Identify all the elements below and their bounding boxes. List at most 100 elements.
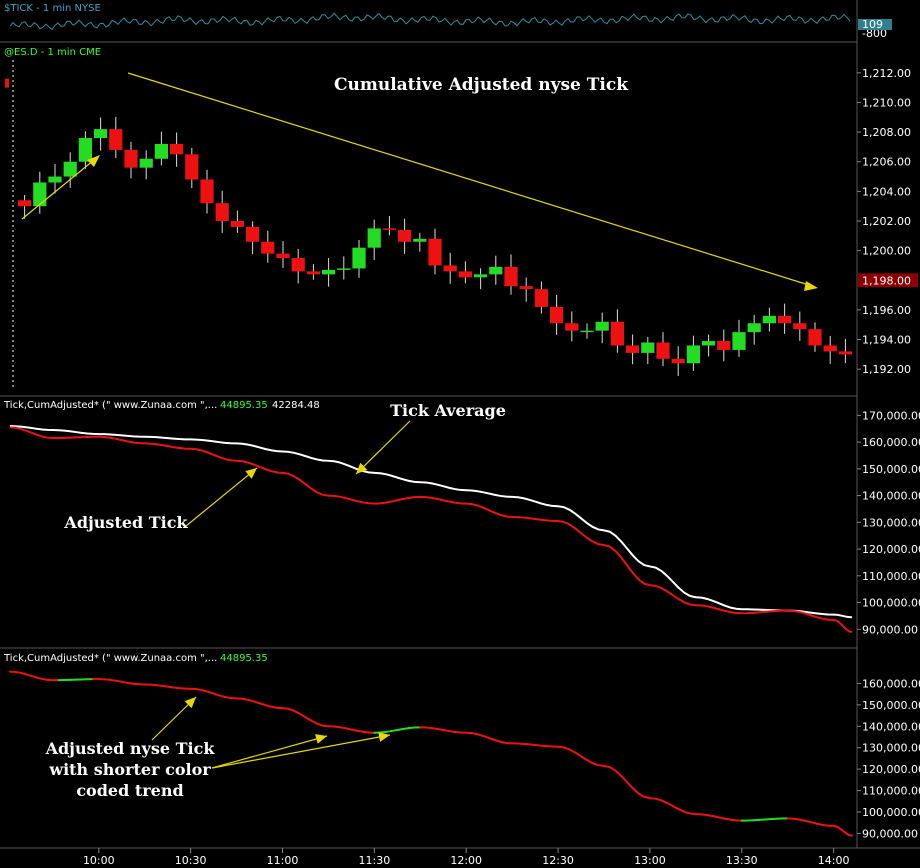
last-price-label: 1,198.00 [862, 274, 911, 287]
candle-body [580, 330, 594, 333]
adjusted-nyse-tick-segment [304, 716, 313, 722]
last-price-box [858, 273, 918, 288]
candle-body [595, 321, 609, 331]
candle-body [413, 238, 427, 242]
adjusted-nyse-tick-segment [562, 746, 571, 751]
adjusted-nyse-tick-segment [315, 722, 324, 727]
tick-average-panel: 170,000.00 160,000.00 150,000.00 140,000.00… [9, 409, 920, 636]
adjusted-nyse-tick-segment [287, 707, 295, 712]
adjusted-nyse-tick-segment [482, 735, 491, 740]
avg-y-label: 130,000.00 [862, 516, 920, 529]
avg-y-label: 140,000.00 [862, 490, 920, 503]
candle-body [565, 323, 579, 331]
x-tick-label: 13:00 [634, 854, 666, 867]
adjusted-nyse-tick-segment [614, 769, 623, 777]
chart-title: Cumulative Adjusted nyse Tick [334, 75, 629, 95]
adjusted-nyse-tick-segment [631, 787, 640, 795]
price-panel-header: @ES.D - 1 min CME [4, 47, 101, 58]
annotation-adjusted-nyse-2: with shorter color [48, 760, 211, 779]
x-tick-label: 11:30 [359, 854, 391, 867]
avg-panel-header: Tick,CumAdjusted* (" www.Zunaa.com ",... [3, 400, 217, 411]
adjusted-nyse-tick-segment [666, 802, 674, 808]
price-y-label: 1,192.00 [862, 363, 911, 376]
price-y-label: 1,202.00 [862, 215, 911, 228]
arrow-tick-average-line [355, 420, 411, 475]
price-y-label: 1,194.00 [862, 334, 911, 347]
adjusted-nyse-tick-segment [310, 719, 318, 725]
price-up-arrow [21, 159, 95, 220]
tick-last-value-box [858, 19, 892, 30]
trend-line [127, 72, 813, 287]
arrow-adjusted-nyse-2-head [315, 734, 327, 744]
adj-panel-header: Tick,CumAdjusted* (" www.Zunaa.com ",... [3, 653, 217, 664]
x-tick-label: 13:30 [726, 854, 758, 867]
candle-body [474, 274, 488, 278]
candle-body [352, 247, 366, 269]
adj-y-label: 140,000.00 [862, 720, 920, 733]
adjusted-nyse-tick-segment [591, 762, 600, 767]
adj-y-label: 110,000.00 [862, 785, 920, 798]
candle-body [94, 129, 108, 139]
adj-y-label: 150,000.00 [862, 699, 920, 712]
price-panel: 1,212.00 1,210.00 1,208.00 1,206.00 1,204.00… [5, 60, 918, 390]
nyse-tick-series [9, 12, 851, 31]
x-tick-label: 11:00 [267, 854, 299, 867]
adjusted-nyse-tick-segment [608, 766, 617, 772]
avg-y-label: 170,000.00 [862, 409, 920, 422]
candle-body [18, 200, 32, 207]
price-y-label: 1,200.00 [862, 245, 911, 258]
candle-body [78, 138, 92, 162]
adjusted-nyse-tick-segment [298, 712, 307, 719]
adjusted-nyse-tick-segment [625, 781, 634, 790]
adj-y-label: 160,000.00 [862, 677, 920, 690]
annotations [151, 420, 411, 769]
x-tick-label: 12:00 [450, 854, 482, 867]
price-y-label: 1,210.00 [862, 96, 911, 109]
price-up-arrowhead [87, 155, 100, 167]
candle-body [641, 342, 655, 353]
avg-panel-value-1: 44895.35 [220, 400, 268, 411]
arrow-adjusted-tick-head [245, 468, 257, 479]
price-y-label: 1,208.00 [862, 126, 911, 139]
trend-line-arrowhead [804, 281, 818, 291]
adj-y-label: 120,000.00 [862, 763, 920, 776]
annotation-adjusted-nyse-3: coded trend [76, 781, 183, 800]
candle-body [109, 129, 123, 150]
x-tick-label: 10:00 [83, 854, 115, 867]
adjusted-nyse-tick-segment [292, 709, 301, 715]
adjusted-nyse-tick-segment [206, 690, 215, 695]
avg-y-label: 160,000.00 [862, 436, 920, 449]
adjusted-nyse-tick-segment [574, 751, 583, 758]
candle-body [762, 315, 776, 324]
candle-body [185, 154, 199, 180]
candle-body [48, 176, 62, 183]
adjusted-nyse-tick-segment [488, 737, 496, 742]
adjusted-nyse-tick-segment [660, 799, 669, 805]
arrow-adjusted-tick-line [185, 467, 258, 527]
avg-y-label: 90,000.00 [862, 623, 918, 636]
adjusted-tick-panel: 160,000.00 150,000.00 140,000.00 130,000.00… [9, 670, 920, 840]
candle-body [124, 149, 138, 168]
candle-body [550, 306, 564, 324]
candle-body [838, 351, 852, 355]
candle-body [686, 345, 700, 364]
candle-body [732, 332, 746, 350]
candle-body [778, 315, 792, 324]
adjusted-nyse-tick-segment [637, 792, 646, 798]
x-tick-label: 10:30 [175, 854, 207, 867]
candle-body [747, 323, 761, 333]
avg-y-label: 100,000.00 [862, 597, 920, 610]
candle-body [671, 358, 685, 364]
arrow-adjusted-nyse-3-head [378, 732, 390, 742]
annotation-tick-average: Tick Average [390, 401, 506, 420]
tick-y-label: -800 [862, 27, 887, 40]
tick-average-line [9, 425, 853, 619]
candle-body [823, 345, 837, 352]
candle-body [306, 271, 320, 275]
avg-y-label: 110,000.00 [862, 570, 920, 583]
tick-last-value-label: 109 [862, 18, 883, 31]
x-axis: 10:00 10:30 11:00 11:30 12:00 12:30 13:00 13:30… [83, 848, 849, 867]
arrow-adjusted-nyse-1-head [184, 697, 196, 709]
price-y-label: 1,206.00 [862, 156, 911, 169]
